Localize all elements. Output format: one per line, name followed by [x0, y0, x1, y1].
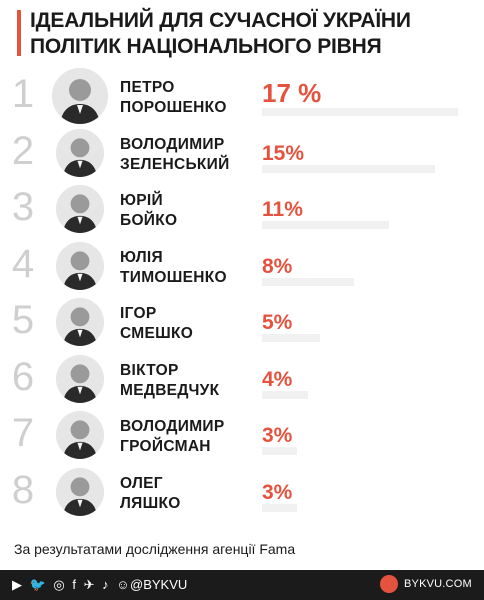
- candidate-row: 2 ВОЛОДИМИР ЗЕЛЕНСЬКИЙ 15%: [0, 125, 484, 181]
- candidate-name: ЮЛІЯ ТИМОШЕНКО: [120, 248, 270, 288]
- candidate-photo: [52, 68, 108, 124]
- candidate-photo: [56, 467, 104, 516]
- candidate-last-name: ЛЯШКО: [120, 494, 181, 512]
- candidate-row: 5 ІГОР СМЕШКО 5%: [0, 294, 484, 350]
- chart-title: ІДЕАЛЬНИЙ ДЛЯ СУЧАСНОЇ УКРАЇНИ ПОЛІТИК Н…: [30, 9, 411, 58]
- candidate-last-name: ПОРОШЕНКО: [120, 99, 227, 116]
- candidate-last-name: ГРОЙСМАН: [120, 438, 211, 455]
- candidate-row: 1 ПЕТРО ПОРОШЕНКО 17 %: [0, 68, 484, 124]
- candidate-last-name: СМЕШКО: [120, 325, 194, 342]
- candidate-first-name: ЮРІЙ: [120, 192, 163, 209]
- site-link[interactable]: BYKVU.COM: [404, 578, 472, 590]
- value-bar: [262, 390, 308, 399]
- rank-number: 2: [11, 128, 35, 173]
- rank-number: 4: [11, 241, 35, 286]
- percentage-label: 4%: [262, 367, 293, 391]
- candidate-first-name: ЮЛІЯ: [120, 248, 163, 266]
- rank-number: 3: [11, 185, 35, 229]
- candidate-name: ВОЛОДИМИР ГРОЙСМАН: [120, 417, 270, 457]
- candidate-row: 6 ВІКТОР МЕДВЕДЧУК 4%: [0, 351, 484, 407]
- candidate-photo: [56, 241, 104, 290]
- bykvu-logo-icon: [380, 575, 398, 593]
- value-bar: [262, 164, 435, 173]
- candidate-row: 8 ОЛЕГ ЛЯШКО 3%: [0, 464, 484, 520]
- rank-number: 5: [11, 298, 35, 342]
- value-bar: [262, 447, 297, 455]
- candidate-name: ЮРІЙ БОЙКО: [120, 191, 270, 231]
- rank-number: 7: [11, 411, 35, 455]
- candidate-row: 7 ВОЛОДИМИР ГРОЙСМАН 3%: [0, 407, 484, 463]
- candidate-photo: [56, 298, 104, 346]
- candidate-name: ВІКТОР МЕДВЕДЧУК: [120, 361, 270, 401]
- candidate-first-name: ВОЛОДИМИР: [120, 135, 225, 153]
- candidate-photo: [56, 354, 104, 403]
- candidate-name: ВОЛОДИМИР ЗЕЛЕНСЬКИЙ: [120, 135, 270, 175]
- source-note: За результатами дослідження агенції Fama: [14, 541, 296, 557]
- title-accent-bar: [17, 10, 21, 56]
- candidate-row: 4 ЮЛІЯ ТИМОШЕНКО 8%: [0, 238, 484, 294]
- candidate-name: ПЕТРО ПОРОШЕНКО: [120, 78, 270, 118]
- rank-number: 1: [11, 72, 35, 116]
- candidate-first-name: ІГОР: [120, 305, 157, 322]
- rank-number: 6: [11, 354, 35, 399]
- social-icons[interactable]: ▶ 🐦 ◎ f ✈ ♪ ☺: [12, 577, 132, 592]
- percentage-label: 11%: [262, 198, 303, 221]
- candidate-last-name: МЕДВЕДЧУК: [120, 381, 220, 399]
- percentage-label: 3%: [262, 480, 293, 504]
- value-bar: [262, 503, 297, 512]
- candidate-first-name: ВОЛОДИМИР: [120, 418, 225, 435]
- value-bar: [262, 334, 320, 342]
- percentage-label: 17 %: [262, 78, 322, 108]
- header: ІДЕАЛЬНИЙ ДЛЯ СУЧАСНОЇ УКРАЇНИ ПОЛІТИК Н…: [0, 6, 484, 60]
- candidate-first-name: ПЕТРО: [120, 79, 175, 96]
- rank-number: 8: [11, 467, 35, 512]
- percentage-label: 8%: [262, 254, 293, 278]
- candidate-last-name: ЗЕЛЕНСЬКИЙ: [120, 155, 230, 173]
- value-bar: [262, 277, 354, 286]
- value-bar: [262, 221, 389, 229]
- percentage-label: 15%: [262, 141, 305, 165]
- percentage-label: 5%: [262, 311, 293, 334]
- candidate-last-name: ТИМОШЕНКО: [120, 268, 227, 286]
- candidate-photo: [56, 128, 104, 177]
- candidate-name: ІГОР СМЕШКО: [120, 304, 270, 344]
- candidate-row: 3 ЮРІЙ БОЙКО 11%: [0, 181, 484, 237]
- candidate-last-name: БОЙКО: [120, 212, 178, 229]
- value-bar: [262, 108, 458, 116]
- percentage-label: 3%: [262, 424, 293, 447]
- candidate-name: ОЛЕГ ЛЯШКО: [120, 474, 270, 514]
- candidate-photo: [56, 411, 104, 459]
- footer-bar: ▶ 🐦 ◎ f ✈ ♪ ☺ @BYKVU BYKVU.COM: [0, 570, 484, 600]
- candidate-photo: [56, 185, 104, 233]
- candidate-first-name: ВІКТОР: [120, 361, 179, 379]
- social-handle[interactable]: @BYKVU: [130, 577, 188, 592]
- candidate-first-name: ОЛЕГ: [120, 474, 163, 492]
